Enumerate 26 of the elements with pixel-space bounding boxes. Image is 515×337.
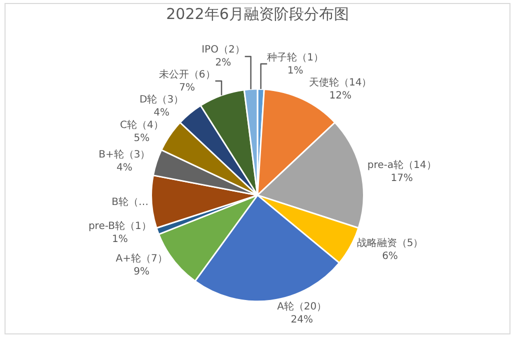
chart-title: 2022年6月融资阶段分布图	[166, 4, 349, 23]
slice-label: pre-B轮（1）	[88, 220, 152, 232]
data-label: 4%	[154, 107, 170, 118]
data-label: 1%	[287, 65, 304, 76]
slice-label: B+轮（3）	[98, 148, 150, 161]
data-label: 5%	[134, 133, 150, 144]
slice-label: 未公开（6）	[158, 68, 216, 80]
slice-label: IPO（2）	[202, 44, 245, 56]
slice-label: 天使轮（14）	[308, 76, 372, 88]
data-label: 9%	[134, 266, 150, 278]
data-label: 24%	[290, 314, 313, 326]
data-label: 1%	[112, 234, 128, 246]
data-label: 17%	[390, 172, 413, 184]
slice-label: pre-a轮（14）	[367, 158, 436, 171]
slice-label: 种子轮（1）	[267, 51, 324, 64]
slice-label: C轮（4）	[120, 119, 164, 132]
data-label: 4%	[116, 162, 132, 174]
data-label: 12%	[329, 90, 352, 102]
data-label: 6%	[382, 250, 398, 262]
slice-label: D轮（3）	[139, 93, 184, 106]
data-label: 7%	[179, 82, 196, 94]
slice-label: B轮（…	[112, 196, 149, 208]
slice-label: A+轮（7）	[116, 252, 168, 264]
data-label: 2%	[215, 57, 232, 68]
slice-label: A轮（20）	[277, 300, 327, 312]
slice-label: 战略融资（5）	[356, 236, 424, 249]
